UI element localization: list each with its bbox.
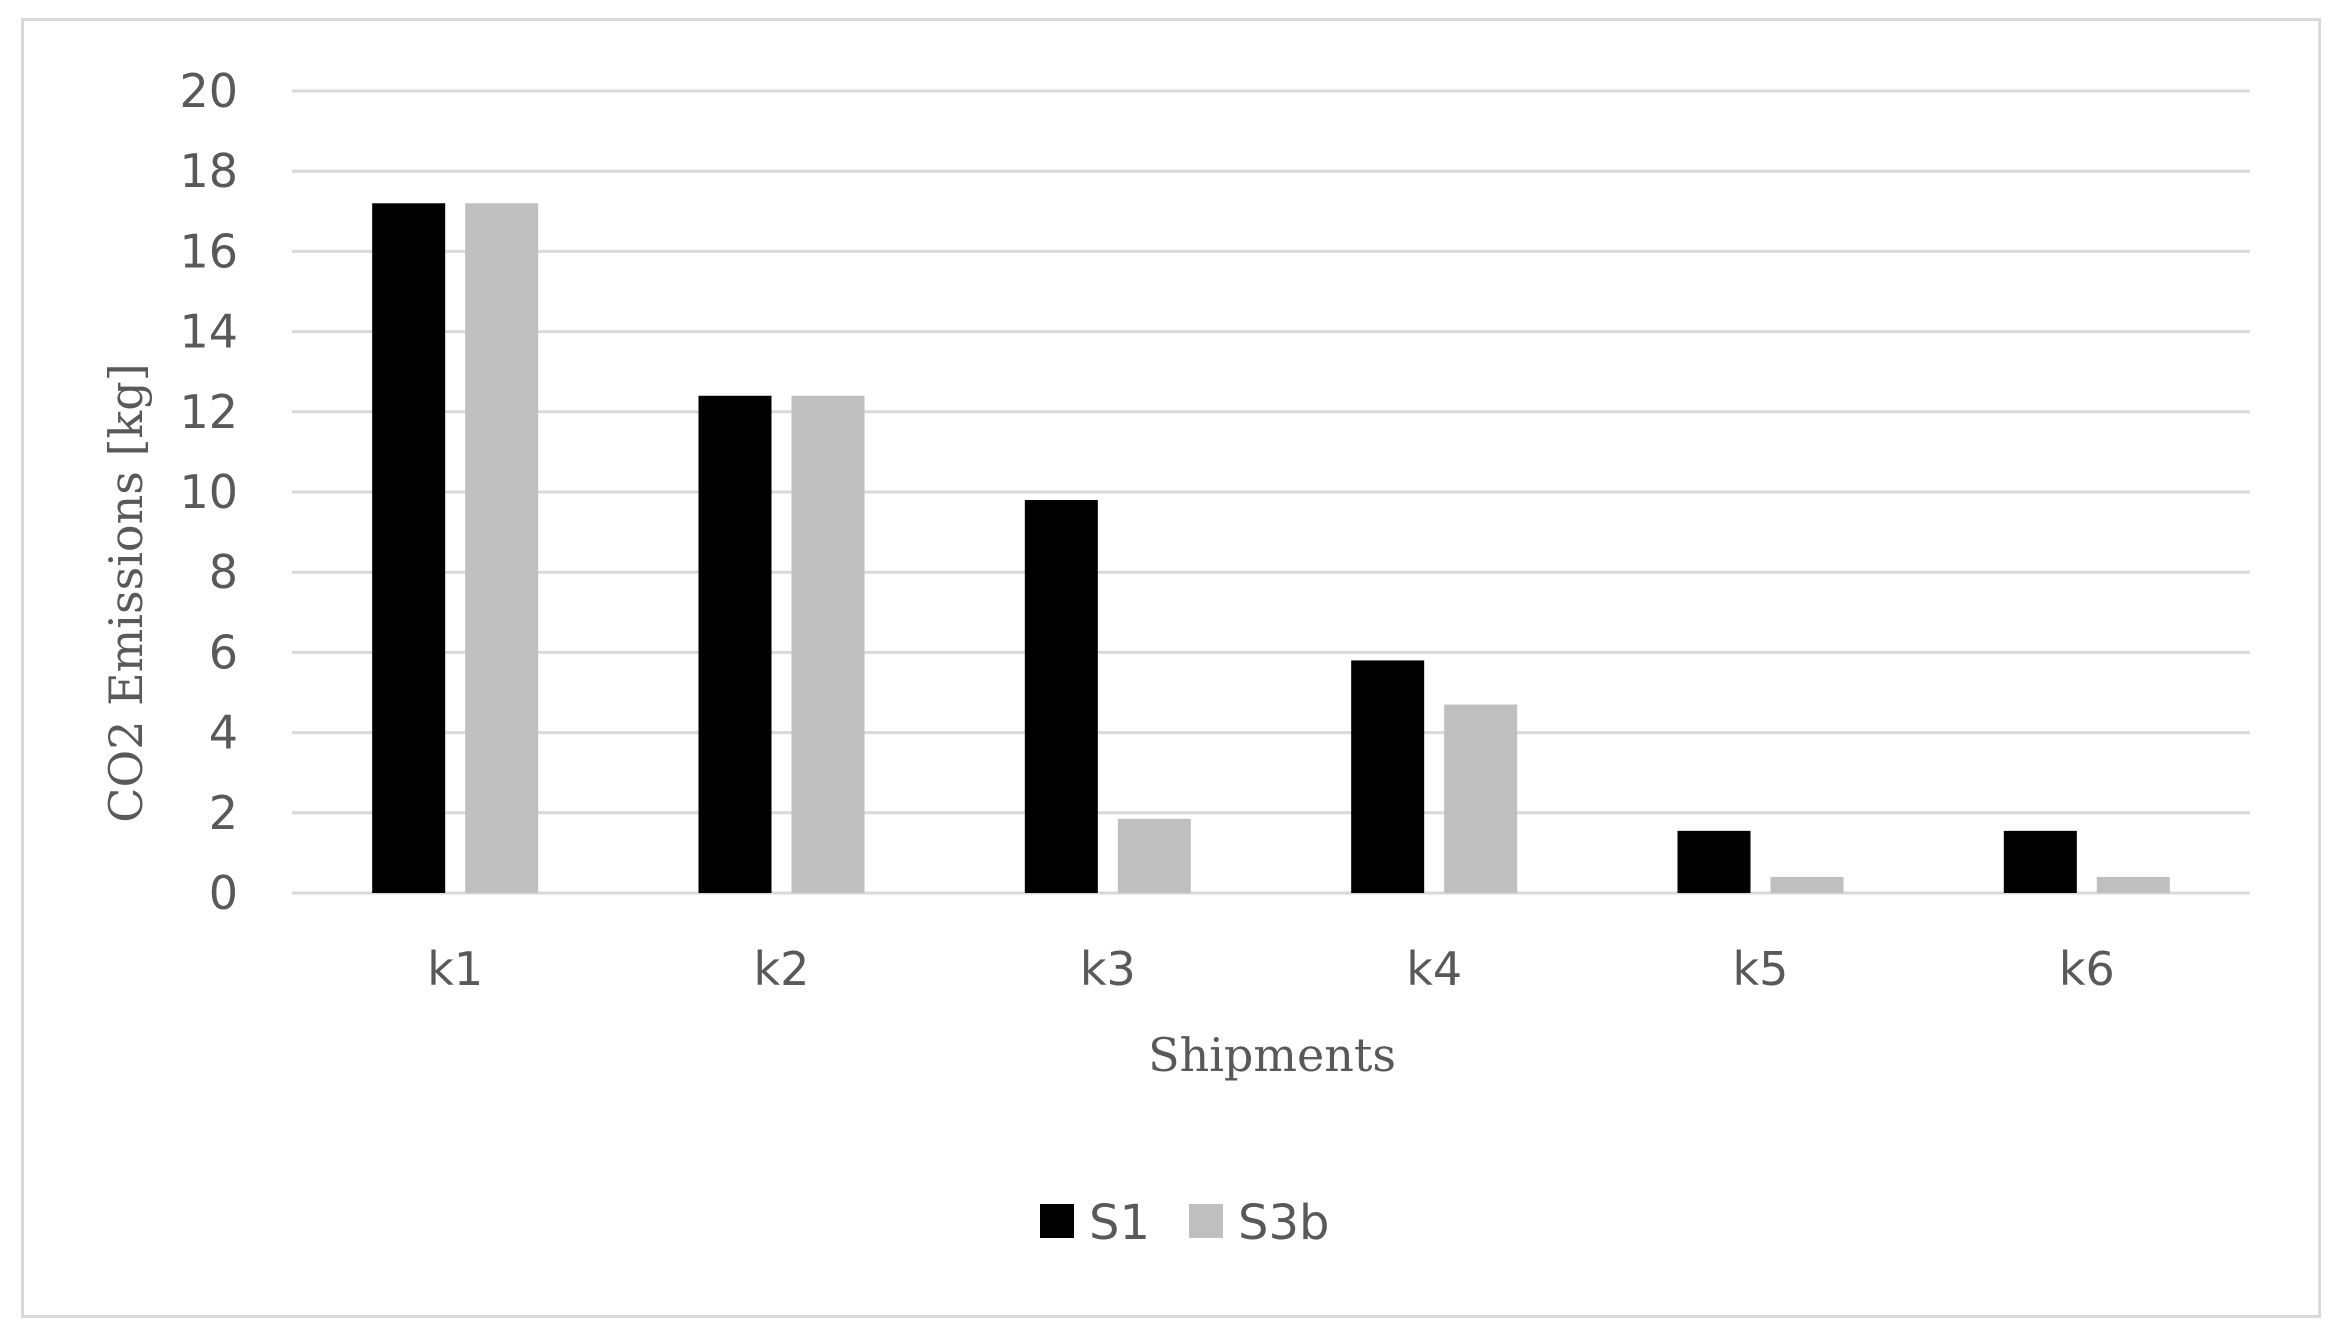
legend: S1 S3b [1040, 1195, 1329, 1251]
y-axis-ticks: 0 2 4 6 8 10 12 14 16 18 20 [179, 64, 238, 920]
x-tick-label: k4 [1406, 942, 1462, 996]
bar-s1-k1 [372, 203, 446, 893]
legend-swatch-s1 [1040, 1204, 1074, 1238]
y-tick-label: 12 [179, 385, 238, 439]
y-tick-label: 4 [209, 706, 238, 760]
x-tick-label: k6 [2059, 942, 2115, 996]
y-axis-title: CO2 Emissions [kg] [99, 363, 153, 822]
y-tick-label: 0 [209, 866, 238, 920]
y-tick-label: 18 [179, 144, 238, 198]
bar-s3b-k1 [465, 203, 539, 893]
gridlines [292, 89, 2250, 895]
bar-s1-k6 [2003, 830, 2077, 893]
y-tick-label: 6 [209, 625, 238, 679]
y-tick-label: 14 [179, 305, 238, 359]
bar-s3b-k3 [1117, 818, 1191, 893]
bar-s3b-k6 [2096, 876, 2170, 893]
bars [372, 203, 2170, 893]
x-axis-ticks: k1 k2 k3 k4 k5 k6 [427, 942, 2115, 996]
legend-label-s3b: S3b [1238, 1195, 1329, 1251]
x-tick-label: k3 [1080, 942, 1136, 996]
x-tick-label: k1 [427, 942, 483, 996]
bar-s3b-k4 [1444, 704, 1518, 893]
bar-s1-k2 [698, 395, 772, 893]
x-tick-label: k2 [754, 942, 810, 996]
y-tick-label: 8 [209, 545, 238, 599]
x-tick-label: k5 [1733, 942, 1789, 996]
y-tick-label: 16 [179, 224, 238, 278]
legend-swatch-s3b [1189, 1204, 1223, 1238]
bar-s3b-k5 [1770, 876, 1844, 893]
y-tick-label: 20 [179, 64, 238, 118]
bar-s3b-k2 [791, 395, 865, 893]
bar-s1-k5 [1677, 830, 1751, 893]
x-axis-title: Shipments [1148, 1028, 1396, 1082]
y-tick-label: 10 [179, 465, 238, 519]
y-tick-label: 2 [209, 786, 238, 840]
bar-s1-k3 [1024, 500, 1098, 893]
legend-label-s1: S1 [1089, 1195, 1150, 1251]
bar-s1-k4 [1351, 660, 1425, 893]
